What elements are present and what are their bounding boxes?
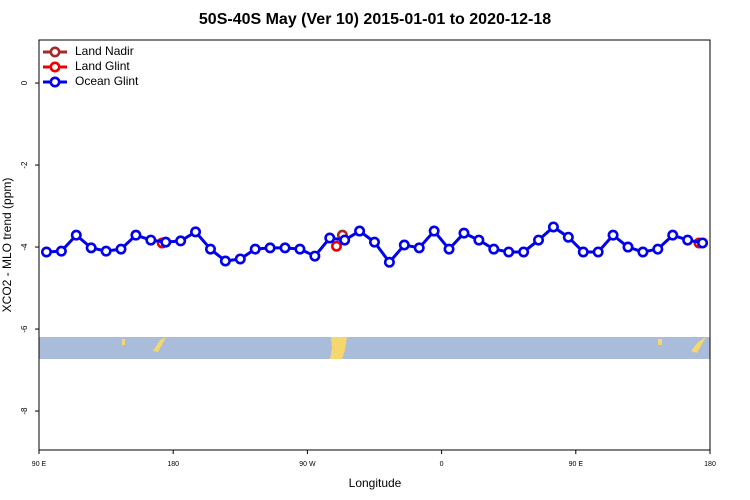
point xyxy=(115,243,127,255)
y-tick-label: 0 xyxy=(20,80,29,85)
y-tick-label: -4 xyxy=(20,243,29,251)
point xyxy=(458,227,470,239)
point xyxy=(249,243,261,255)
point xyxy=(368,236,380,248)
land xyxy=(153,337,166,352)
point xyxy=(264,242,276,254)
legend-marker xyxy=(49,76,61,88)
point xyxy=(667,229,679,241)
point xyxy=(547,221,559,233)
point xyxy=(413,242,425,254)
land xyxy=(122,339,125,345)
point xyxy=(219,255,231,267)
x-tick-label: 180 xyxy=(704,461,716,468)
point xyxy=(130,229,142,241)
x-axis-label: Longitude xyxy=(349,476,402,490)
x-tick-label: 90 E xyxy=(32,461,47,468)
land xyxy=(330,337,347,359)
point xyxy=(324,232,336,244)
x-tick-label: 180 xyxy=(167,461,179,468)
point xyxy=(533,234,545,246)
point xyxy=(339,234,351,246)
legend-label: Ocean Glint xyxy=(75,74,139,88)
plot-frame xyxy=(38,39,711,451)
point xyxy=(562,231,574,243)
point xyxy=(70,229,82,241)
chart-title: 50S-40S May (Ver 10) 2015-01-01 to 2020-… xyxy=(199,11,551,28)
point xyxy=(279,242,291,254)
point xyxy=(160,236,172,248)
point xyxy=(518,246,530,258)
ocean-band xyxy=(39,337,710,359)
point xyxy=(607,229,619,241)
point xyxy=(682,234,694,246)
point xyxy=(40,246,52,258)
point xyxy=(577,246,589,258)
point xyxy=(503,246,515,258)
legend-marker xyxy=(49,46,61,58)
point xyxy=(190,226,202,238)
point xyxy=(145,234,157,246)
point xyxy=(175,235,187,247)
legend-marker xyxy=(49,61,61,73)
x-tick-label: 90 E xyxy=(569,461,584,468)
y-tick-label: -6 xyxy=(20,325,29,333)
point xyxy=(354,225,366,237)
legend-label: Land Glint xyxy=(75,59,130,73)
point xyxy=(309,250,321,262)
point xyxy=(398,239,410,251)
point xyxy=(473,234,485,246)
land xyxy=(658,339,662,345)
map-strip xyxy=(39,337,710,359)
point xyxy=(637,246,649,258)
point xyxy=(330,240,342,252)
point xyxy=(697,237,709,249)
y-tick-label: -8 xyxy=(20,407,29,415)
point xyxy=(55,245,67,257)
y-tick-label: -2 xyxy=(20,161,29,169)
x-tick-label: 90 W xyxy=(299,461,316,468)
point xyxy=(622,241,634,253)
point xyxy=(294,243,306,255)
point xyxy=(234,253,246,265)
point xyxy=(383,256,395,268)
point xyxy=(443,243,455,255)
point xyxy=(592,246,604,258)
land xyxy=(691,337,706,353)
point xyxy=(100,245,112,257)
point xyxy=(488,243,500,255)
point xyxy=(652,243,664,255)
point xyxy=(428,225,440,237)
point xyxy=(85,242,97,254)
x-tick-label: 0 xyxy=(440,461,444,468)
y-axis-label: XCO2 - MLO trend (ppm) xyxy=(0,178,14,313)
legend-label: Land Nadir xyxy=(75,44,134,58)
point xyxy=(204,243,216,255)
